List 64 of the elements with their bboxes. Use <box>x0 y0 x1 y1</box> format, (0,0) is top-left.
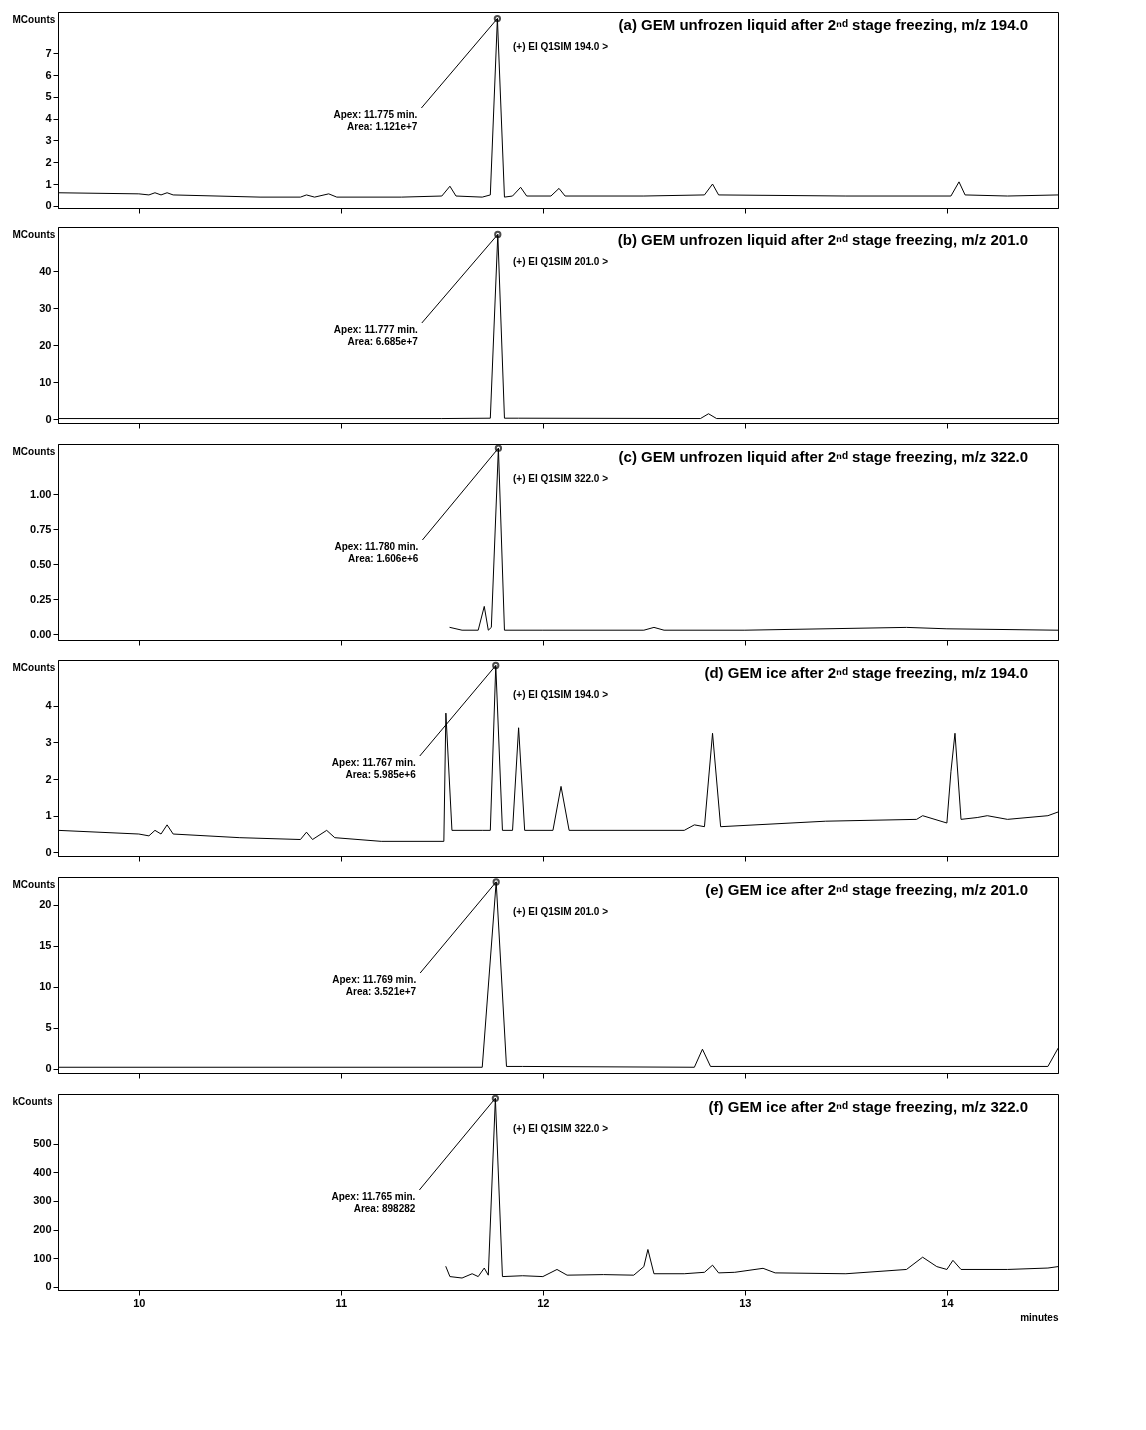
annotation: Apex: 11.775 min. Area: 1.121e+7 <box>333 109 418 132</box>
y-tick-label: 5 <box>45 1021 52 1034</box>
y-tick-label: 10 <box>39 375 52 388</box>
annotation: Apex: 11.767 min. Area: 5.985e+6 <box>331 757 417 780</box>
y-tick-label: 6 <box>45 68 52 81</box>
x-tick-label: 13 <box>739 1296 752 1309</box>
y-tick-label: 3 <box>45 133 52 146</box>
chart-title: (b) GEM unfrozen liquid after 2ⁿᵈ stage freezing, m/z 201.0 <box>617 231 1028 248</box>
y-axis-title: MCounts <box>12 445 56 457</box>
annotation: (+) EI Q1SIM 194.0 > <box>513 689 609 700</box>
y-tick-label: 0.00 <box>30 627 52 640</box>
y-tick-label: 1 <box>45 177 52 190</box>
y-axis-title: MCounts <box>12 228 56 240</box>
annotation: Apex: 11.777 min. Area: 6.685e+7 <box>333 324 419 347</box>
y-tick-label: 100 <box>33 1251 52 1264</box>
y-tick-label: 500 <box>33 1137 52 1150</box>
chart-title: (a) GEM unfrozen liquid after 2ⁿᵈ stage freezing, m/z 194.0 <box>618 16 1028 33</box>
y-tick-label: 0.75 <box>30 522 52 535</box>
annotation: Apex: 11.765 min. Area: 898282 <box>331 1191 416 1214</box>
y-tick-label: 20 <box>39 338 52 351</box>
annotation: Apex: 11.780 min. Area: 1.606e+6 <box>334 541 419 564</box>
y-tick-label: 4 <box>45 112 53 125</box>
y-tick-label: 5 <box>45 90 52 103</box>
chart-title: (c) GEM unfrozen liquid after 2ⁿᵈ stage freezing, m/z 322.0 <box>618 448 1028 465</box>
y-tick-label: 2 <box>45 772 52 785</box>
y-tick-label: 2 <box>45 155 52 168</box>
y-tick-label: 15 <box>39 939 52 952</box>
y-tick-label: 200 <box>33 1223 52 1236</box>
y-axis-title: MCounts <box>12 661 56 673</box>
y-tick-label: 1 <box>45 809 52 822</box>
x-tick-label: 14 <box>941 1296 955 1309</box>
annotation: (+) EI Q1SIM 201.0 > <box>513 906 609 917</box>
y-tick-label: 10 <box>39 980 52 993</box>
y-tick-label: 0 <box>45 199 52 212</box>
y-tick-label: 0 <box>45 1280 52 1293</box>
annotation: (+) EI Q1SIM 322.0 > <box>513 473 609 484</box>
y-tick-label: 0 <box>45 412 52 425</box>
annotation: (+) EI Q1SIM 194.0 > <box>513 41 609 52</box>
chart-title: (f) GEM ice after 2ⁿᵈ stage freezing, m/z 322.0 <box>708 1098 1028 1115</box>
x-axis-title: minutes <box>1020 1311 1059 1323</box>
y-axis-title: kCounts <box>12 1095 53 1107</box>
annotation: (+) EI Q1SIM 201.0 > <box>513 256 609 267</box>
y-tick-label: 40 <box>39 264 52 277</box>
annotation: (+) EI Q1SIM 322.0 > <box>513 1123 609 1134</box>
chart-title: (d) GEM ice after 2ⁿᵈ stage freezing, m/z 194.0 <box>704 664 1028 681</box>
y-axis-title: MCounts <box>12 878 56 890</box>
y-tick-label: 7 <box>45 46 52 59</box>
y-tick-label: 0 <box>45 1062 52 1075</box>
x-tick-label: 12 <box>537 1296 550 1309</box>
y-tick-label: 30 <box>39 301 52 314</box>
y-tick-label: 0 <box>45 845 52 858</box>
x-tick-label: 10 <box>133 1296 146 1309</box>
y-tick-label: 300 <box>33 1194 52 1207</box>
y-tick-label: 4 <box>45 699 53 712</box>
y-tick-label: 0.25 <box>30 592 52 605</box>
y-tick-label: 1.00 <box>30 487 52 500</box>
y-tick-label: 400 <box>33 1165 52 1178</box>
y-tick-label: 3 <box>45 735 52 748</box>
y-tick-label: 20 <box>39 898 52 911</box>
x-tick-label: 11 <box>335 1296 348 1309</box>
annotation: Apex: 11.769 min. Area: 3.521e+7 <box>332 974 417 997</box>
y-tick-label: 0.50 <box>30 557 52 570</box>
y-axis-title: MCounts <box>12 13 56 25</box>
chart-title: (e) GEM ice after 2ⁿᵈ stage freezing, m/z 201.0 <box>705 881 1028 898</box>
